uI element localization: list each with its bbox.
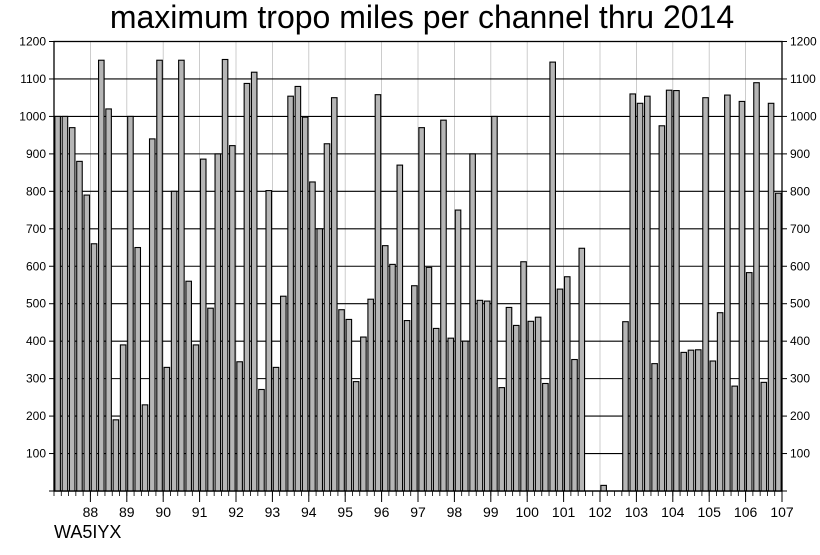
svg-text:106: 106 <box>734 504 758 520</box>
svg-text:1100: 1100 <box>20 72 46 86</box>
svg-text:100: 100 <box>790 447 810 461</box>
svg-text:500: 500 <box>790 297 810 311</box>
svg-text:89: 89 <box>119 504 135 520</box>
svg-text:900: 900 <box>26 147 46 161</box>
svg-text:300: 300 <box>26 372 46 386</box>
svg-text:500: 500 <box>26 297 46 311</box>
svg-text:96: 96 <box>374 504 390 520</box>
svg-text:100: 100 <box>26 447 46 461</box>
svg-text:1000: 1000 <box>790 109 817 123</box>
svg-text:94: 94 <box>301 504 317 520</box>
svg-text:93: 93 <box>265 504 281 520</box>
svg-text:600: 600 <box>26 259 46 273</box>
svg-text:200: 200 <box>790 409 810 423</box>
svg-text:97: 97 <box>410 504 426 520</box>
svg-text:200: 200 <box>26 409 46 423</box>
svg-text:103: 103 <box>625 504 649 520</box>
svg-text:300: 300 <box>790 372 810 386</box>
svg-text:WA5IYX: WA5IYX <box>54 522 121 542</box>
svg-text:maximum tropo miles per channe: maximum tropo miles per channel thru 201… <box>110 0 734 35</box>
svg-text:900: 900 <box>790 147 810 161</box>
svg-text:90: 90 <box>155 504 171 520</box>
svg-text:1100: 1100 <box>790 72 816 86</box>
svg-text:101: 101 <box>552 504 576 520</box>
svg-text:700: 700 <box>26 222 46 236</box>
svg-text:1200: 1200 <box>790 35 817 49</box>
svg-text:92: 92 <box>228 504 244 520</box>
svg-text:99: 99 <box>483 504 499 520</box>
svg-text:102: 102 <box>588 504 612 520</box>
svg-text:105: 105 <box>698 504 722 520</box>
svg-text:88: 88 <box>83 504 99 520</box>
svg-text:400: 400 <box>790 334 810 348</box>
svg-text:1000: 1000 <box>19 109 46 123</box>
svg-text:1200: 1200 <box>19 35 46 49</box>
svg-text:98: 98 <box>447 504 463 520</box>
svg-text:95: 95 <box>337 504 353 520</box>
svg-text:600: 600 <box>790 259 810 273</box>
svg-text:100: 100 <box>516 504 540 520</box>
svg-text:107: 107 <box>770 504 794 520</box>
svg-text:104: 104 <box>661 504 685 520</box>
svg-text:800: 800 <box>26 184 46 198</box>
svg-text:91: 91 <box>192 504 208 520</box>
svg-text:700: 700 <box>790 222 810 236</box>
svg-text:800: 800 <box>790 184 810 198</box>
svg-text:400: 400 <box>26 334 46 348</box>
